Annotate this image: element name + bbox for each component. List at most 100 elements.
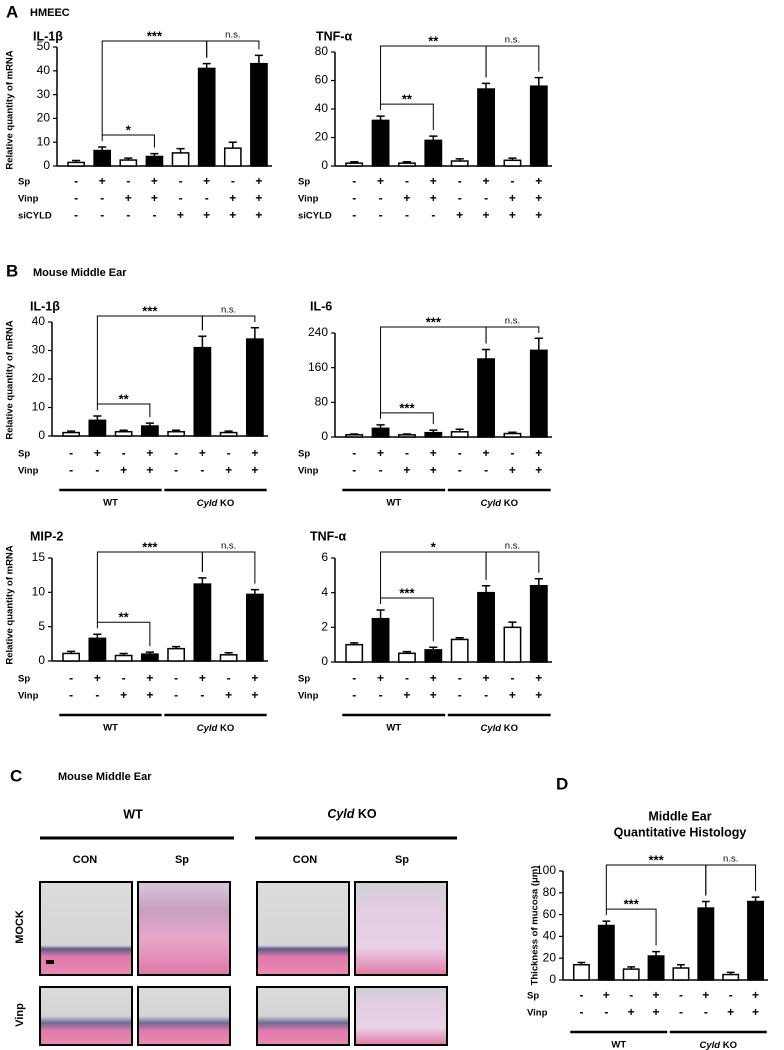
condition-sign: - [484,463,488,477]
error-bar [455,158,464,162]
condition-sign: - [231,174,235,188]
significance-bracket [206,40,260,58]
error-bar [250,326,259,340]
condition-sign: + [203,208,210,222]
significance-bracket [101,40,208,135]
error-bar [224,430,233,433]
group-label: Cyld KO [700,1040,737,1050]
y-tick-label: 0 [321,429,328,443]
condition-sign: + [456,208,463,222]
error-bar [376,424,385,429]
error-bar [176,147,185,153]
error-bar [198,335,207,348]
error-bar [481,82,491,90]
y-tick-label: 60 [315,73,329,87]
panel-title: Mouse Middle Ear [33,267,127,279]
significance-bracket [605,908,657,946]
bar [371,427,390,438]
condition-sign: - [484,688,488,702]
condition-sign: + [225,688,232,702]
condition-sign: - [69,688,73,702]
condition-sign: + [535,463,542,477]
error-bar [751,896,760,902]
condition-sign: - [126,208,130,222]
significance-label: * [126,122,132,137]
condition-sign: + [251,446,258,460]
significance-label: n.s. [505,35,520,46]
significance-bracket [380,45,487,105]
bar [345,434,364,438]
bar [503,626,522,663]
y-tick-label: 0 [38,653,45,667]
error-bar [481,584,491,593]
panel-letter: A [6,2,18,21]
chart-title: Middle Ear [648,809,711,823]
condition-sign: - [679,1005,683,1019]
condition-sign: - [352,671,356,685]
condition-sign: - [405,174,409,188]
bar [503,159,522,167]
error-bar [172,429,181,432]
bar [424,139,443,167]
condition-sign: + [255,208,262,222]
y-tick-label: 20 [543,950,557,964]
group-label: WT [103,723,118,734]
condition-sign: - [69,671,73,685]
column-label: Sp [175,854,189,866]
chart-title: IL-1β [33,29,63,43]
condition-sign: + [99,174,106,188]
condition-name: Sp [298,674,310,685]
bar [62,652,81,662]
error-bar [534,337,543,351]
error-bar [98,146,107,151]
condition-name: Vinp [527,1008,548,1019]
bar [450,431,469,438]
significance-label: *** [624,897,640,912]
significance-label: n.s. [221,541,236,552]
y-tick-label: 40 [37,63,51,77]
column-label: CON [293,854,318,866]
error-bar [429,646,438,650]
condition-sign: - [379,688,383,702]
bar [67,161,85,167]
condition-sign: - [227,446,231,460]
bar [572,963,590,981]
condition-sign: + [225,463,232,477]
condition-sign: - [200,463,204,477]
condition-sign: + [483,671,490,685]
condition-sign: + [509,208,516,222]
group-label: Cyld KO [197,723,234,734]
bar [193,583,212,662]
condition-sign: + [727,1005,734,1019]
condition-sign: - [174,671,178,685]
error-bar [376,609,385,619]
significance-label: *** [147,28,163,43]
y-tick-label: 2 [321,620,328,634]
condition-sign: + [430,446,437,460]
condition-sign: - [458,688,462,702]
panel-letter: D [556,774,568,793]
y-tick-label: 80 [543,885,557,899]
bar [193,346,212,437]
panel-letter: C [10,766,22,785]
condition-sign: + [146,463,153,477]
bar [345,162,364,167]
error-bar [508,157,517,161]
condition-sign: - [458,174,462,188]
bar [529,349,548,438]
condition-sign: + [603,988,610,1002]
significance-label: *** [142,539,158,554]
y-tick-label: 20 [315,130,329,144]
condition-sign: - [405,671,409,685]
condition-sign: + [120,688,127,702]
error-bar [534,76,543,87]
condition-name: siCYLD [18,211,52,222]
condition-name: Vinp [18,466,39,477]
condition-sign: - [379,463,383,477]
y-tick-label: 0 [321,654,328,668]
condition-sign: + [251,463,258,477]
condition-sign: + [430,688,437,702]
chart-title: IL-1β [30,299,60,313]
condition-name: Sp [527,991,539,1002]
error-bar [402,433,412,435]
